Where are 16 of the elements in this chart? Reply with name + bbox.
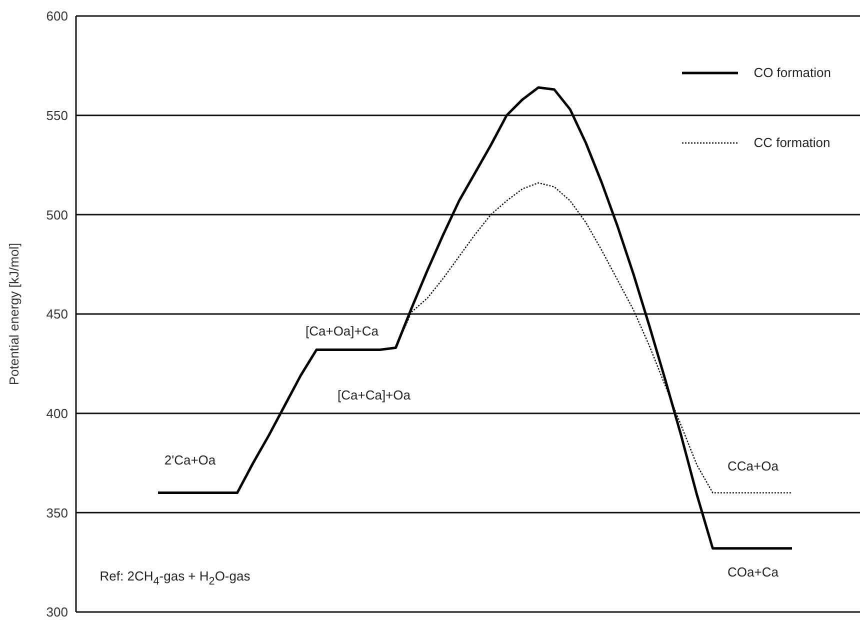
y-tick-label: 600 — [46, 8, 68, 24]
annotation: 2'Ca+Oa — [164, 452, 216, 468]
y-tick-label: 300 — [46, 604, 68, 620]
annotation: Ref: 2CH$_{4}$-gas + H$_{2}$O-gas — [100, 568, 250, 588]
annotation: COa+Ca — [728, 564, 778, 580]
legend-label: CC formation — [754, 135, 830, 150]
y-tick-label: 550 — [46, 108, 68, 123]
annotation: CCa+Oa — [728, 458, 778, 474]
y-tick-label: 500 — [46, 207, 68, 222]
annotation: [Ca+Ca]+Oa — [338, 388, 410, 402]
y-tick-label: 350 — [46, 505, 68, 520]
y-tick-label: 400 — [46, 406, 68, 421]
legend-label: CO formation — [754, 65, 831, 80]
y-tick-label: 450 — [46, 306, 68, 322]
annotation: [Ca+Oa]+Ca — [306, 324, 378, 338]
y-axis-title: Potential energy [kJ/mol] — [6, 242, 22, 386]
